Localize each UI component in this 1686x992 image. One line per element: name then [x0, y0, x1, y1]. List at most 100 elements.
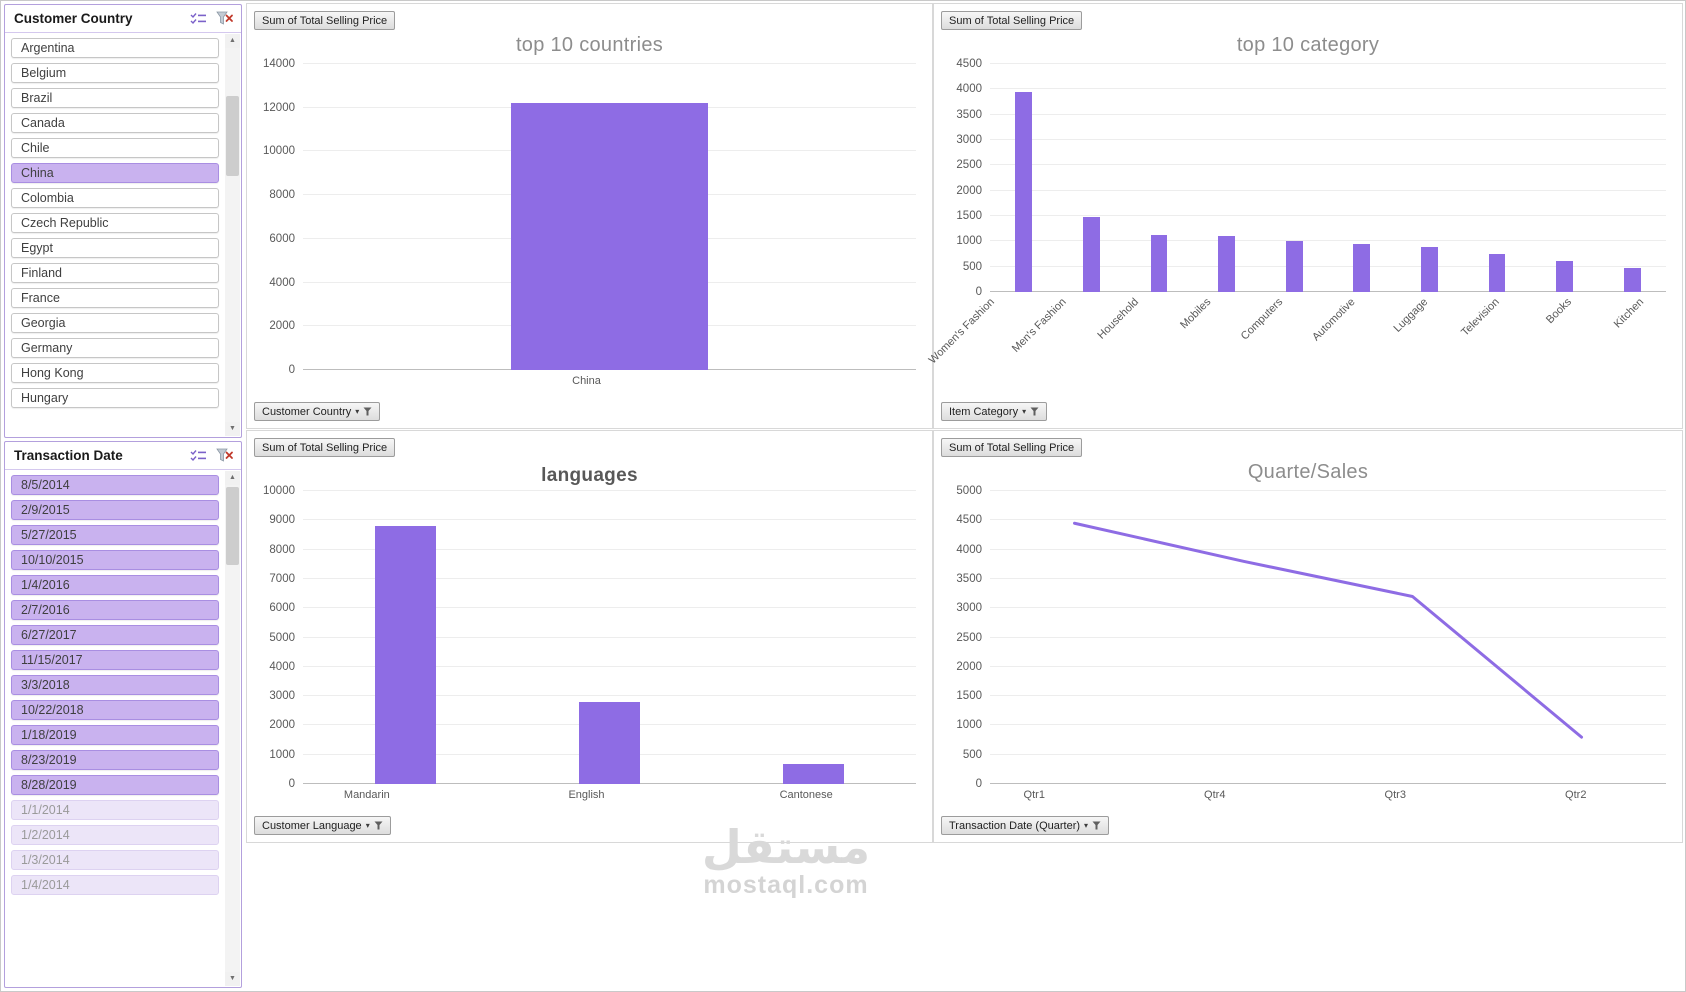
bar[interactable]: [1082, 217, 1100, 292]
axis-field-button[interactable]: Customer Country ▾: [254, 402, 381, 421]
bar[interactable]: [1285, 241, 1303, 292]
scroll-up-icon[interactable]: ▲: [225, 34, 240, 48]
slicer-item[interactable]: 8/5/2014: [11, 475, 219, 495]
gridline: [990, 113, 1666, 115]
slicer-item[interactable]: Argentina: [11, 38, 219, 58]
scroll-down-icon[interactable]: ▼: [225, 422, 240, 436]
y-tick-label: 12000: [263, 101, 295, 114]
slicer-item[interactable]: 1/18/2019: [11, 725, 219, 745]
y-tick-label: 14000: [263, 58, 295, 70]
slicer-item[interactable]: 8/28/2019: [11, 775, 219, 795]
bar[interactable]: [1556, 260, 1573, 292]
gridline: [990, 240, 1666, 242]
bar[interactable]: [783, 763, 845, 784]
value-field-button[interactable]: Sum of Total Selling Price: [254, 438, 396, 457]
gridline: [303, 490, 916, 491]
scrollbar[interactable]: ▲ ▼: [225, 471, 240, 986]
slicer-item[interactable]: Chile: [11, 138, 219, 158]
slicer-item[interactable]: 2/7/2016: [11, 600, 219, 620]
y-tick-label: 8000: [269, 189, 295, 202]
bar[interactable]: [578, 701, 641, 784]
y-axis: 0 500 1000 1500 2000 2500 3000 3500 4000 4500: [944, 58, 990, 298]
x-tick-label: Mobiles: [1177, 296, 1214, 332]
slicer-item[interactable]: Belgium: [11, 63, 219, 83]
slicer-item[interactable]: 5/27/2015: [11, 525, 219, 545]
gridline: [990, 636, 1666, 638]
slicer-item[interactable]: 10/22/2018: [11, 700, 219, 720]
slicer-item[interactable]: 1/4/2014: [11, 875, 219, 895]
bar[interactable]: [511, 103, 708, 370]
clear-filter-icon[interactable]: [215, 10, 235, 27]
axis-field-button[interactable]: Transaction Date (Quarter) ▾: [941, 816, 1110, 835]
slicer-item[interactable]: 2/9/2015: [11, 500, 219, 520]
y-tick-label: 8000: [269, 543, 295, 556]
slicer-item[interactable]: 6/27/2017: [11, 625, 219, 645]
bar[interactable]: [374, 526, 436, 784]
charts-area: Sum of Total Selling Price top 10 countr…: [246, 1, 1685, 991]
scroll-thumb[interactable]: [226, 96, 239, 176]
multi-select-icon[interactable]: [188, 10, 208, 27]
slicer-item[interactable]: Hungary: [11, 388, 219, 408]
x-tick-label: Computers: [1238, 296, 1286, 343]
bar[interactable]: [1623, 267, 1641, 292]
scroll-down-icon[interactable]: ▼: [225, 972, 240, 986]
gridline: [303, 548, 916, 550]
slicer-item[interactable]: 1/3/2014: [11, 850, 219, 870]
scroll-thumb[interactable]: [226, 487, 239, 565]
value-field-button[interactable]: Sum of Total Selling Price: [941, 438, 1083, 457]
axis-field-button[interactable]: Item Category ▾: [941, 402, 1048, 421]
gridline: [303, 636, 916, 638]
slicer-item[interactable]: Brazil: [11, 88, 219, 108]
value-field-button[interactable]: Sum of Total Selling Price: [941, 11, 1083, 30]
slicer-item[interactable]: 8/23/2019: [11, 750, 219, 770]
scrollbar[interactable]: ▲ ▼: [225, 34, 240, 436]
multi-select-icon[interactable]: [188, 447, 208, 464]
chart-top10-countries: Sum of Total Selling Price top 10 countr…: [246, 3, 933, 429]
slicer-item[interactable]: Canada: [11, 113, 219, 133]
chart-body: 0 500 1000 1500 2000 2500 3000 3500 4000 4500 Wom…: [926, 58, 1666, 392]
x-tick-label: Mandarin: [343, 789, 390, 801]
slicer-item[interactable]: 11/15/2017: [11, 650, 219, 670]
slicer-item[interactable]: Colombia: [11, 188, 219, 208]
slicer-item[interactable]: 1/2/2014: [11, 825, 219, 845]
value-field-button[interactable]: Sum of Total Selling Price: [254, 11, 396, 30]
bar[interactable]: [1218, 236, 1236, 292]
slicer-header: Customer Country: [5, 5, 241, 33]
slicer-item[interactable]: Czech Republic: [11, 213, 219, 233]
gridline: [303, 665, 916, 667]
slicer-item[interactable]: Hong Kong: [11, 363, 219, 383]
slicer-item[interactable]: China: [11, 163, 219, 183]
x-axis-labels: Mandarin English Cantonese: [257, 784, 916, 806]
gridline: [303, 519, 916, 521]
slicer-item[interactable]: 1/1/2014: [11, 800, 219, 820]
bar[interactable]: [1488, 254, 1506, 292]
plot: [303, 63, 916, 370]
y-tick-label: 2000: [956, 660, 982, 673]
x-tick-label: Luggage: [1391, 296, 1430, 335]
slicer-item[interactable]: 1/4/2016: [11, 575, 219, 595]
filter-icon: [363, 407, 372, 416]
slicer-item[interactable]: Germany: [11, 338, 219, 358]
clear-filter-icon[interactable]: [215, 447, 235, 464]
y-tick-label: 3500: [956, 572, 982, 585]
slicer-item[interactable]: 3/3/2018: [11, 675, 219, 695]
bar[interactable]: [1420, 247, 1438, 292]
slicer-item[interactable]: Georgia: [11, 313, 219, 333]
bar[interactable]: [1353, 243, 1371, 292]
axis-field-button[interactable]: Customer Language ▾: [254, 816, 391, 835]
scroll-up-icon[interactable]: ▲: [225, 471, 240, 485]
bar[interactable]: [1015, 91, 1033, 292]
y-tick-label: 0: [288, 364, 295, 376]
gridline: [990, 291, 1666, 292]
slicer-item[interactable]: France: [11, 288, 219, 308]
slicer-item[interactable]: Finland: [11, 263, 219, 283]
line-series[interactable]: [1075, 523, 1582, 737]
y-axis: 0 1000 2000 3000 4000 5000 6000 7000 8000 9000 100…: [257, 485, 303, 790]
slicer-header: Transaction Date: [5, 442, 241, 470]
y-tick-label: 2000: [269, 320, 295, 333]
slicer-item[interactable]: 10/10/2015: [11, 550, 219, 570]
gridline: [990, 265, 1666, 267]
gridline: [303, 577, 916, 579]
slicer-item[interactable]: Egypt: [11, 238, 219, 258]
bar[interactable]: [1150, 234, 1168, 292]
